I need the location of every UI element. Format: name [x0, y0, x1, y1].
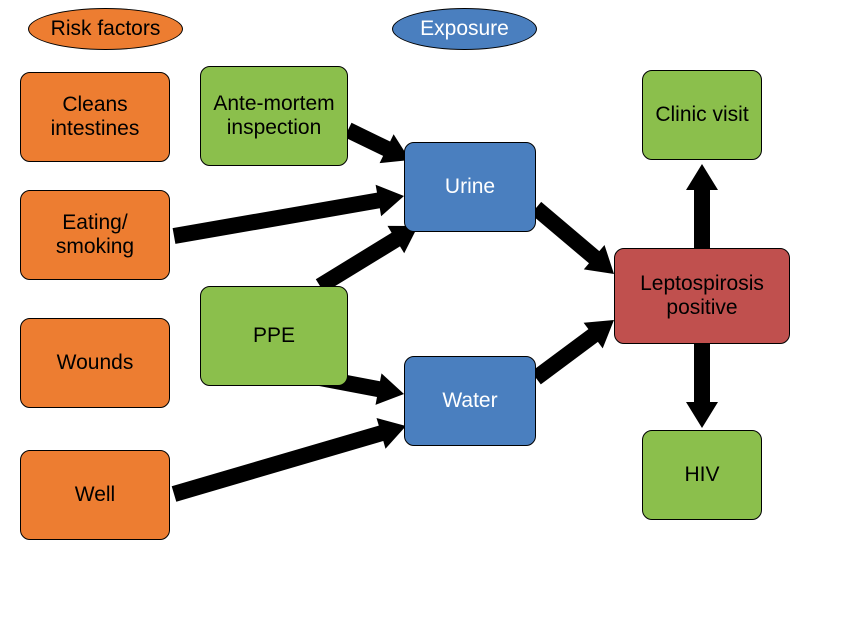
node-label: Cleans intestines	[21, 93, 169, 141]
node-lepto_positive: Leptospirosis positive	[614, 248, 790, 344]
node-wounds: Wounds	[20, 318, 170, 408]
node-label: Urine	[445, 175, 495, 199]
edge-lepto_positive-to-clinic_visit	[686, 164, 718, 248]
node-ante_mortem: Ante-mortem inspection	[200, 66, 348, 166]
node-cleans_intestines: Cleans intestines	[20, 72, 170, 162]
node-label: Well	[75, 483, 115, 507]
node-water: Water	[404, 356, 536, 446]
node-label: Risk factors	[51, 17, 161, 41]
edge-ante_mortem-to-urine	[345, 123, 411, 163]
node-label: PPE	[253, 324, 295, 348]
node-label: Clinic visit	[655, 103, 748, 127]
node-label: Leptospirosis positive	[615, 272, 789, 320]
node-label: Water	[442, 389, 497, 413]
node-urine: Urine	[404, 142, 536, 232]
edge-ppe-to-urine	[316, 226, 418, 293]
node-exposure_header: Exposure	[392, 8, 537, 50]
edge-water-to-lepto_positive	[531, 320, 614, 384]
edge-well-to-water	[172, 418, 406, 502]
node-eating_smoking: Eating/ smoking	[20, 190, 170, 280]
node-label: HIV	[684, 463, 719, 487]
node-risk_factors_header: Risk factors	[28, 8, 183, 50]
edge-lepto_positive-to-hiv	[686, 344, 718, 428]
node-clinic_visit: Clinic visit	[642, 70, 762, 160]
node-hiv: HIV	[642, 430, 762, 520]
edge-urine-to-lepto_positive	[531, 202, 614, 274]
node-label: Wounds	[57, 351, 134, 375]
edge-eating_smoking-to-urine	[173, 185, 404, 244]
node-label: Exposure	[420, 17, 509, 41]
node-label: Eating/ smoking	[21, 211, 169, 259]
node-label: Ante-mortem inspection	[201, 92, 347, 140]
node-ppe: PPE	[200, 286, 348, 386]
node-well: Well	[20, 450, 170, 540]
